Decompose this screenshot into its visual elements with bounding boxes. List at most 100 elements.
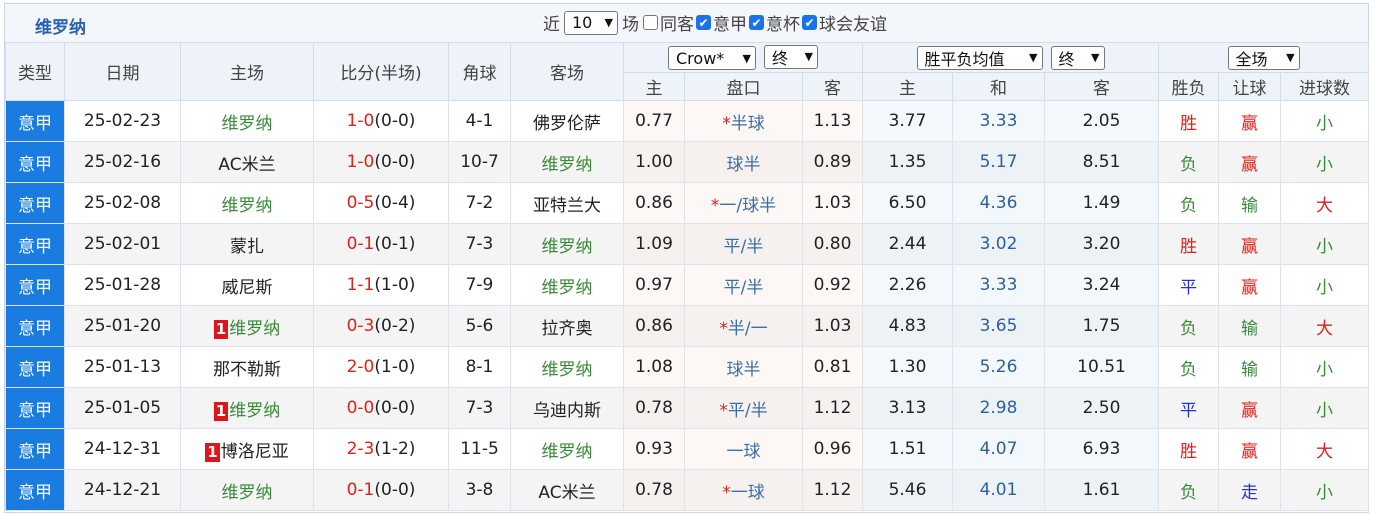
avg-lose: 3.20	[1043, 223, 1160, 265]
match-row: 意甲 25-01-28 威尼斯 1-1(1-0) 7-9 维罗纳 0.97 平/半 0.92 2.…	[5, 264, 1370, 306]
full-score: 1-0	[346, 111, 375, 131]
team-name: 乌迪内斯	[533, 400, 601, 421]
handicap-result: 赢	[1218, 387, 1282, 429]
team-name: 威尼斯	[221, 277, 273, 298]
handicap-result: 输	[1218, 305, 1282, 347]
red-card: 1	[205, 442, 220, 462]
scope-select[interactable]: 全场 ▼	[1227, 45, 1300, 70]
home-team: 威尼斯	[180, 264, 314, 306]
filter-option[interactable]: ✔ 意甲	[696, 10, 747, 35]
company-select[interactable]: Crow* ▼	[668, 46, 756, 71]
goals-result: 小	[1280, 387, 1370, 429]
half-score: (1-0)	[374, 357, 416, 377]
filter-option[interactable]: ✔ 意杯	[749, 10, 800, 35]
score: 0-5(0-4)	[313, 182, 449, 224]
avg-win: 5.46	[862, 469, 953, 511]
odds-away: 1.12	[802, 387, 863, 429]
odds-home: 0.77	[623, 100, 685, 142]
handicap-line: 一球	[730, 482, 765, 503]
option-label: 意甲	[713, 15, 747, 35]
full-score: 0-3	[346, 316, 375, 336]
corners: 7-3	[448, 387, 511, 429]
date: 25-02-23	[64, 100, 181, 142]
subcolumn: 让球	[1218, 72, 1282, 101]
handicap: 平/半	[684, 223, 803, 265]
filter-option[interactable]: ✔ 球会友谊	[802, 10, 887, 35]
subcolumn: 主	[623, 72, 685, 101]
avg-lose: 10.51	[1043, 346, 1160, 388]
count-select[interactable]: 10 ▼	[564, 10, 618, 35]
team-name: AC米兰	[218, 154, 276, 175]
subcolumn: 客	[802, 72, 863, 101]
corners: 4-1	[448, 100, 511, 142]
full-score: 0-1	[346, 234, 375, 254]
subcolumn: 和	[952, 72, 1045, 101]
odds-kind-select[interactable]: 胜平负均值 ▼	[916, 45, 1043, 70]
avg-lose: 1.49	[1043, 182, 1160, 224]
team-name: 拉齐奥	[541, 318, 593, 339]
odds-away: 0.81	[802, 346, 863, 388]
handicap: *半球	[684, 100, 803, 142]
avg-draw: 3.33	[952, 100, 1045, 142]
odds-home: 0.86	[623, 305, 685, 347]
full-score: 2-3	[346, 439, 375, 459]
result: 胜	[1158, 223, 1220, 265]
league: 意甲	[5, 346, 65, 388]
subcolumn: 客	[1043, 72, 1160, 101]
handicap-line: 平/半	[723, 277, 764, 298]
odds-kind-value: 胜平负均值	[924, 49, 1005, 69]
handicap-result: 赢	[1218, 428, 1282, 470]
team-name: 维罗纳	[229, 318, 281, 339]
top-bar: 维罗纳 近 10 ▼ 场 同客 ✔ 意甲 ✔ 意杯 ✔ 球会友谊	[5, 4, 1368, 43]
score: 1-0(0-0)	[313, 100, 449, 142]
handicap-result: 赢	[1218, 223, 1282, 265]
full-score: 2-0	[346, 357, 375, 377]
half-score: (0-1)	[374, 234, 416, 254]
away-team: 维罗纳	[510, 428, 624, 470]
odds-home: 1.09	[623, 223, 685, 265]
handicap-result: 赢	[1218, 100, 1282, 142]
checkbox[interactable]: ✔	[696, 15, 711, 30]
home-team: 1 维罗纳	[180, 305, 314, 347]
avg-draw: 2.98	[952, 387, 1045, 429]
avg-lose: 8.51	[1043, 141, 1160, 183]
handicap-star: *	[719, 400, 728, 421]
checkbox[interactable]	[643, 15, 658, 30]
score: 0-1(0-0)	[313, 469, 449, 511]
col-date: 日期	[64, 42, 181, 101]
corners: 5-6	[448, 305, 511, 347]
filter-options: 同客 ✔ 意甲 ✔ 意杯 ✔ 球会友谊	[643, 10, 887, 35]
half-score: (0-0)	[374, 152, 416, 172]
avg-draw: 3.33	[952, 264, 1045, 306]
handicap-star: *	[722, 113, 731, 134]
full-score: 0-0	[346, 398, 375, 418]
option-label: 意杯	[766, 15, 800, 35]
score: 0-1(0-1)	[313, 223, 449, 265]
handicap-result: 输	[1218, 182, 1282, 224]
filter-suffix: 场	[622, 15, 639, 35]
half-score: (0-0)	[374, 111, 416, 131]
date: 25-01-05	[64, 387, 181, 429]
odds-home: 0.93	[623, 428, 685, 470]
result: 负	[1158, 182, 1220, 224]
col-home: 主场	[180, 42, 314, 101]
avg-lose: 2.50	[1043, 387, 1160, 429]
checkbox[interactable]: ✔	[802, 15, 817, 30]
team-name: 维罗纳	[541, 277, 593, 298]
filter-option[interactable]: 同客	[643, 10, 694, 35]
odds-stage-select[interactable]: 终 ▼	[1050, 45, 1105, 70]
league: 意甲	[5, 100, 65, 142]
result: 平	[1158, 387, 1220, 429]
away-team: 拉齐奥	[510, 305, 624, 347]
away-team: 亚特兰大	[510, 182, 624, 224]
checkbox[interactable]: ✔	[749, 15, 764, 30]
match-filter: 近 10 ▼ 场 同客 ✔ 意甲 ✔ 意杯 ✔ 球会友谊	[543, 10, 887, 35]
col-away: 客场	[510, 42, 624, 101]
handicap-stage-select[interactable]: 终 ▼	[764, 44, 818, 69]
score: 1-0(0-0)	[313, 141, 449, 183]
match-row: 意甲 25-01-20 1 维罗纳 0-3(0-2) 5-6 拉齐奥 0.86 *半/一 1.03…	[5, 305, 1370, 347]
full-score: 1-1	[346, 275, 375, 295]
match-row: 意甲 24-12-21 维罗纳 0-1(0-0) 3-8 AC米兰 0.78 *一球 1.12 5…	[5, 469, 1370, 511]
col-corners: 角球	[448, 42, 511, 101]
